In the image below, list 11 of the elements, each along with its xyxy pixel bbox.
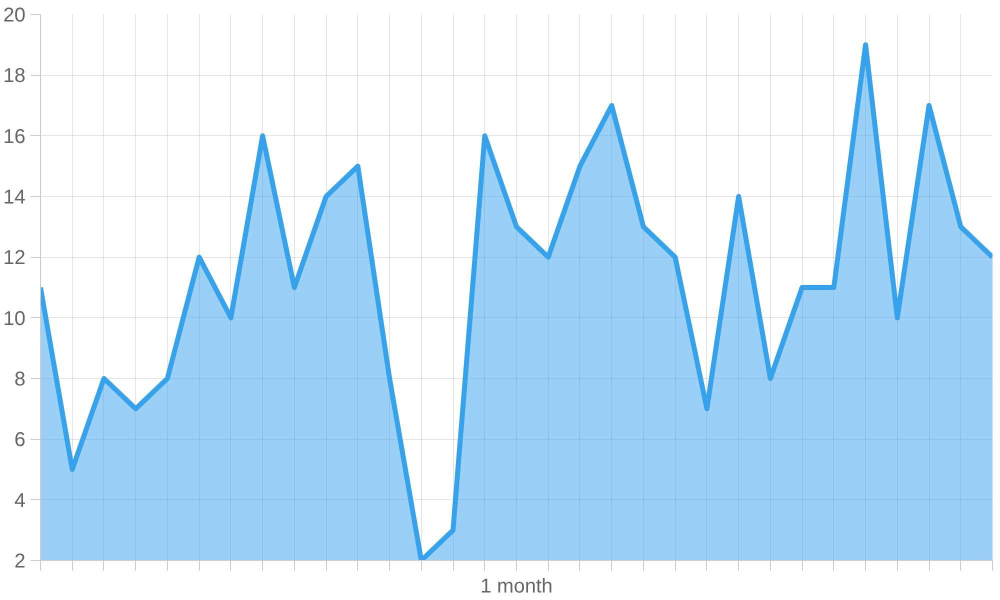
y-tick-label: 16	[3, 126, 26, 148]
y-tick-label: 18	[3, 65, 26, 88]
y-tick-label: 6	[14, 429, 26, 452]
y-tick-label: 8	[14, 368, 26, 390]
y-tick-label: 2	[14, 550, 26, 572]
y-tick-label: 12	[3, 247, 26, 270]
y-tick-label: 14	[3, 186, 26, 208]
y-tick-label: 10	[3, 308, 26, 330]
y-tick-label: 20	[3, 4, 26, 26]
x-axis-title: 1 month	[480, 576, 553, 598]
y-tick-label: 4	[14, 490, 26, 512]
